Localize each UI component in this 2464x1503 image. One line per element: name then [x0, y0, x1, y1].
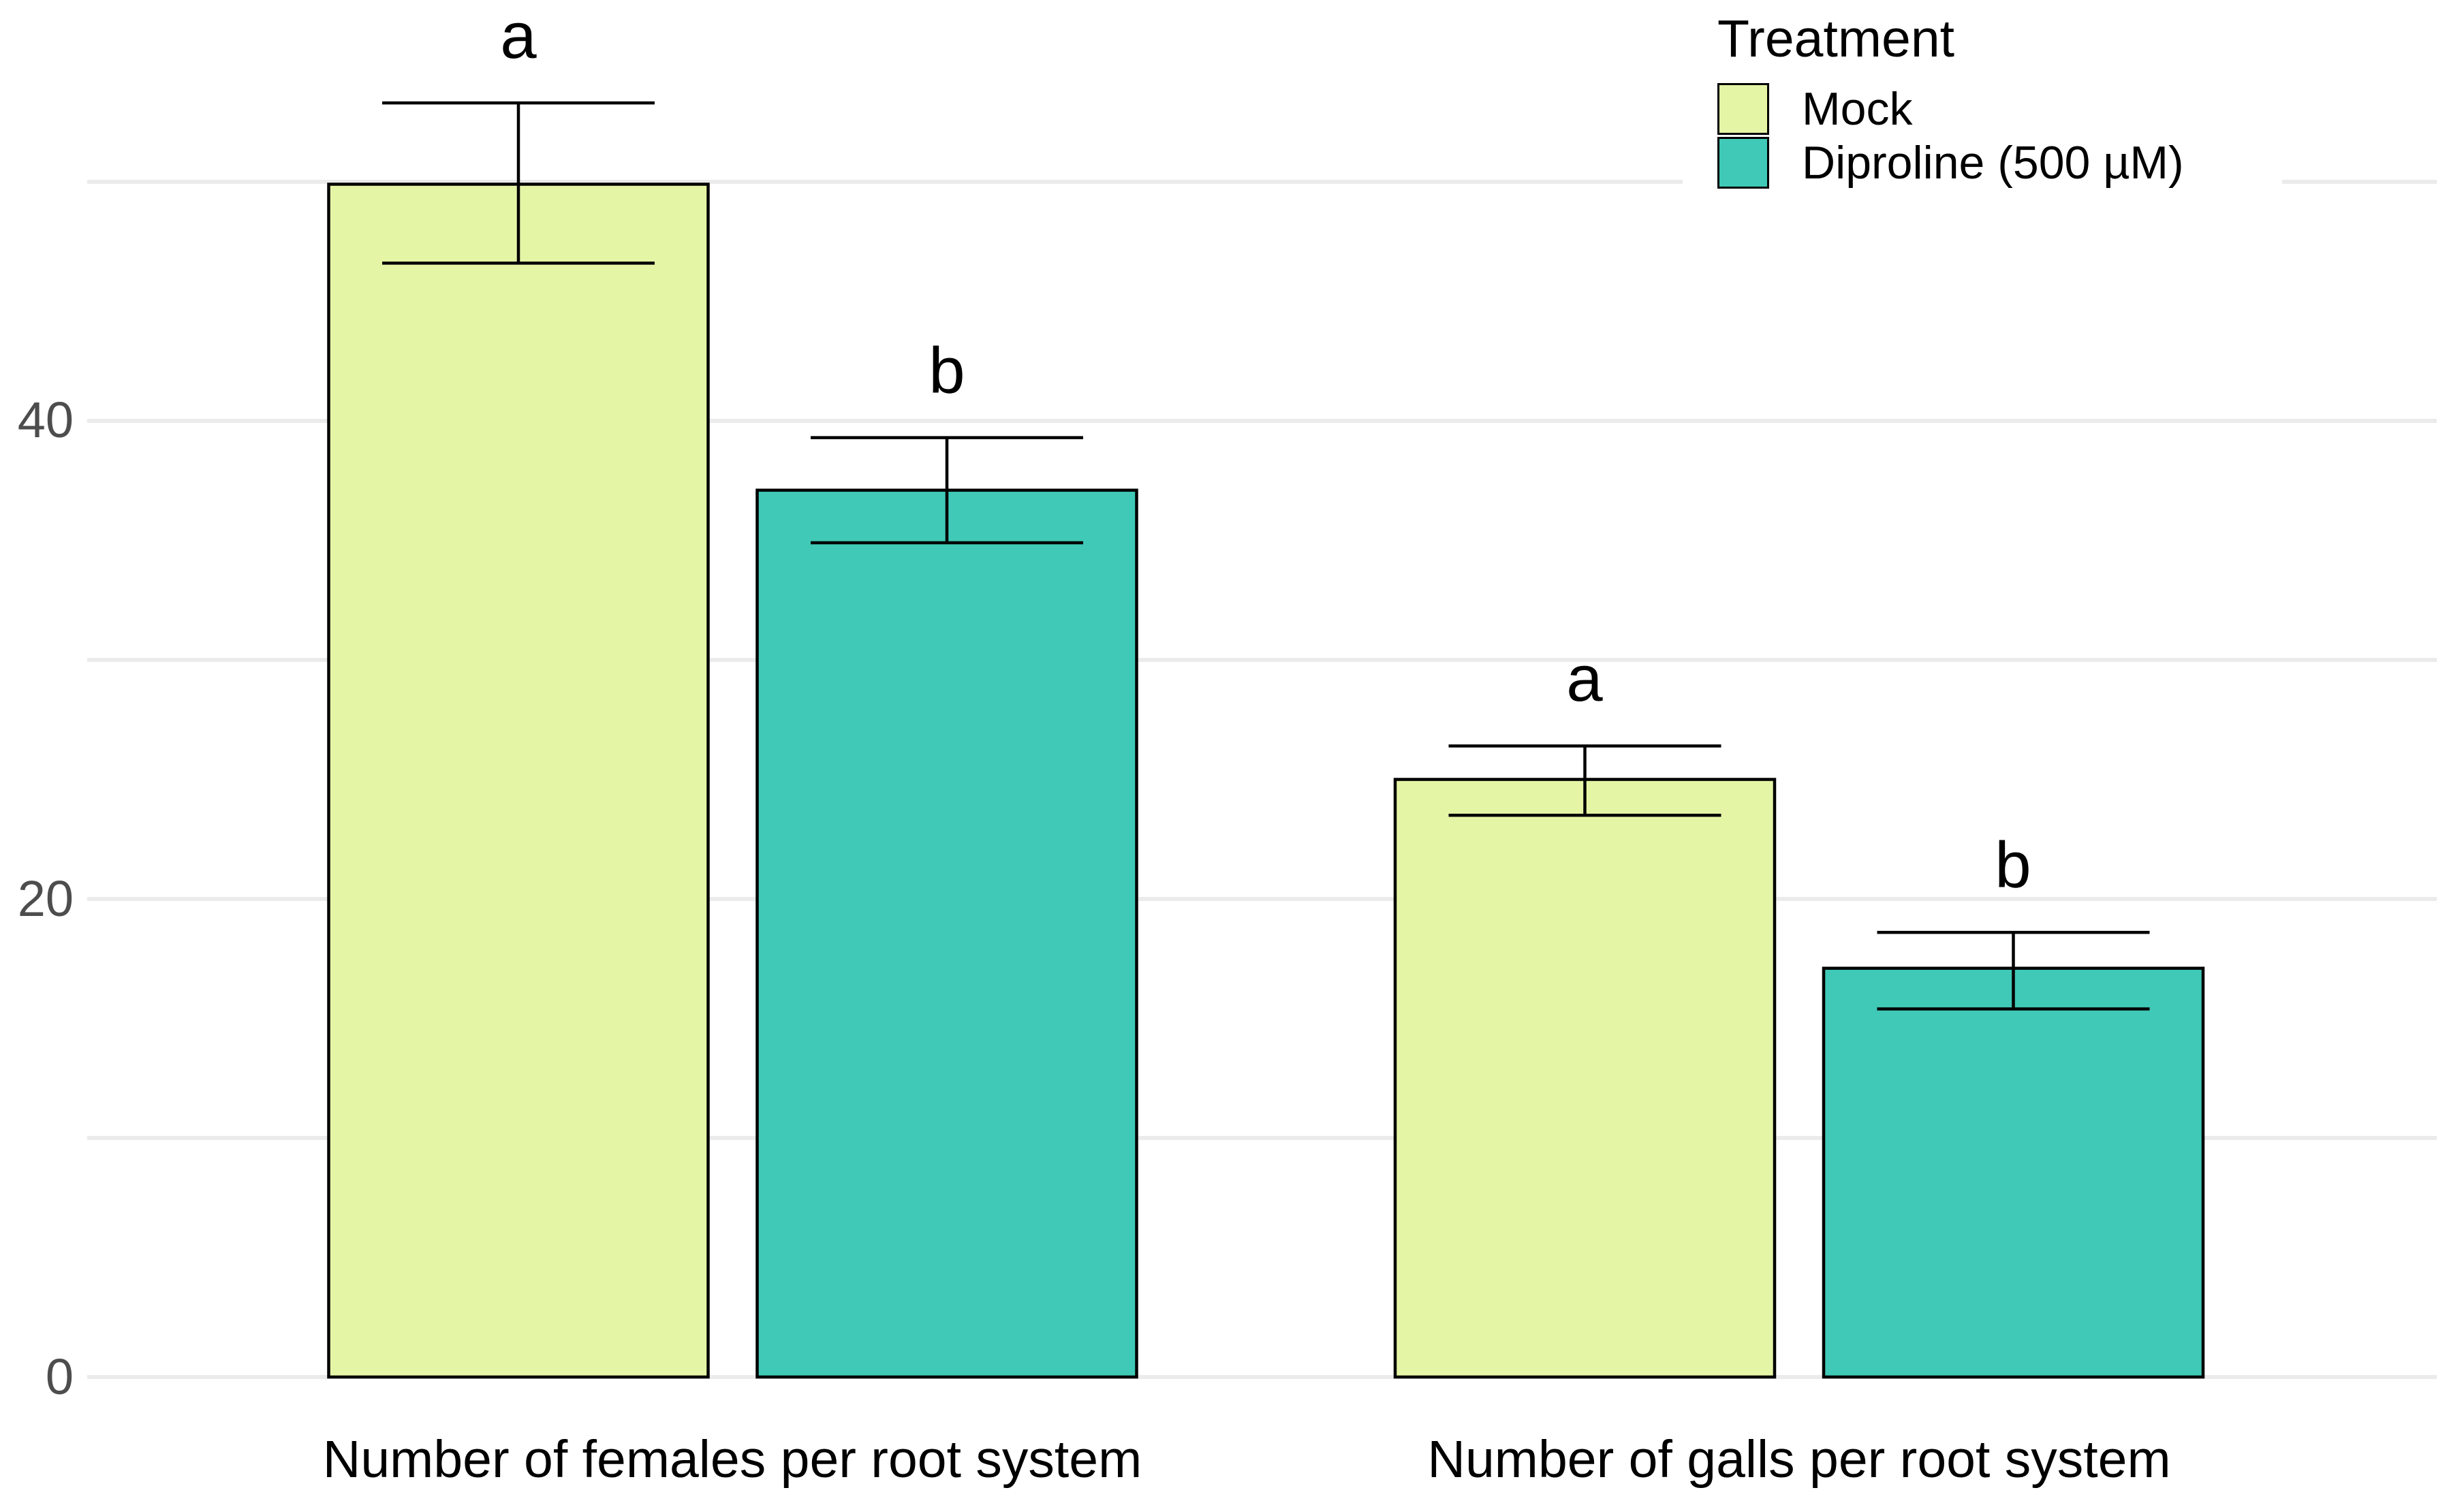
y-tick-label-40: 40 [17, 392, 74, 448]
legend-swatch-mock-icon [1717, 83, 1769, 135]
bar-diproline-0 [755, 488, 1138, 1379]
legend-label-diproline: Diproline (500 µM) [1802, 137, 2184, 189]
y-tick-label-0: 0 [45, 1348, 74, 1405]
x-axis-label-females: Number of females per root system [322, 1430, 1142, 1489]
legend-item-diproline: Diproline (500 µM) [1717, 137, 2184, 189]
legend-label-mock: Mock [1802, 83, 1913, 135]
x-axis-label-galls: Number of galls per root system [1427, 1430, 2171, 1489]
y-tick-label-20: 20 [17, 870, 74, 927]
bar-diproline-1 [1822, 966, 2205, 1379]
sig-letter-galls-diproline: b [1995, 829, 2031, 902]
legend-item-mock: Mock [1717, 83, 1912, 135]
legend: Treatment Mock Diproline (500 µM) [1683, 0, 2282, 211]
sig-letter-galls-mock: a [1566, 642, 1603, 715]
legend-swatch-diproline-icon [1717, 137, 1769, 189]
bar-mock-1 [1393, 778, 1777, 1379]
legend-title: Treatment [1717, 10, 1955, 68]
bar-mock-0 [327, 183, 710, 1379]
sig-letter-females-mock: a [500, 0, 537, 72]
sig-letter-females-diproline: b [929, 334, 965, 407]
